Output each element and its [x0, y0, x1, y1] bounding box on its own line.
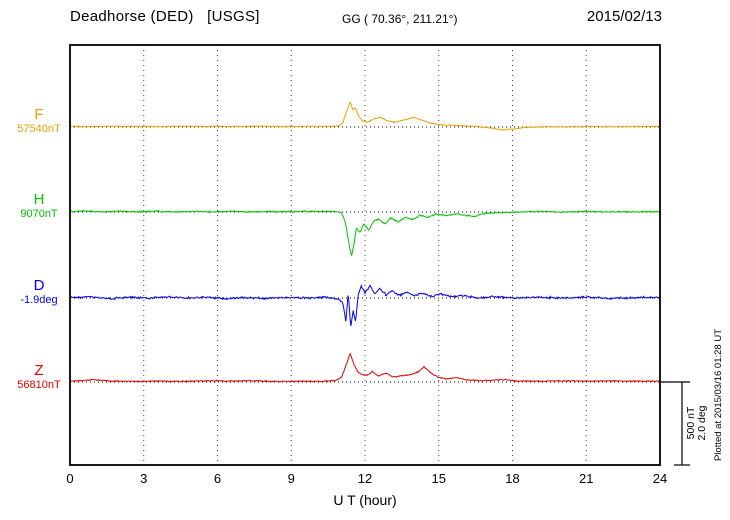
- plot-date: 2015/02/13: [586, 8, 662, 25]
- x-tick-label: 3: [140, 471, 148, 486]
- trace-letter-H: H: [33, 191, 45, 208]
- x-tick-label: 24: [652, 471, 668, 486]
- trace-label-Z: Z 56810nT: [8, 362, 70, 392]
- trace-F: [69, 100, 661, 131]
- trace-letter-F: F: [34, 106, 44, 123]
- x-tick-label: 9: [287, 471, 295, 486]
- trace-letter-D: D: [33, 277, 45, 294]
- trace-baseline-H: 9070nT: [20, 208, 58, 220]
- x-tick-label: 6: [213, 471, 222, 486]
- trace-baseline-F: 57540nT: [17, 123, 61, 135]
- x-tick-label: 21: [579, 471, 594, 486]
- plotted-at-note: Plotted at 2015/03/16 01:28 UT: [713, 329, 724, 461]
- x-axis-label: U T (hour): [333, 492, 397, 508]
- trace-label-D: D -1.9deg: [8, 277, 70, 307]
- trace-D: [69, 284, 660, 327]
- geo-coordinates: GG ( 70.36°, 211.21°): [342, 12, 458, 26]
- scalebar-nt-label: 500 nT: [685, 406, 697, 439]
- trace-label-H: H 9070nT: [8, 191, 70, 221]
- x-tick-label: 18: [505, 471, 520, 486]
- x-axis-ticks: 0 3 6 9 12 15 18 21 24: [0, 471, 730, 487]
- trace-Z: [69, 352, 661, 383]
- trace-lines: [69, 100, 661, 383]
- gridlines: [143, 45, 587, 465]
- trace-label-F: F 57540nT: [8, 106, 70, 136]
- trace-baseline-D: -1.9deg: [20, 294, 58, 306]
- trace-letter-Z: Z: [34, 362, 44, 379]
- x-tick-label: 12: [357, 471, 373, 486]
- trace-baseline-Z: 56810nT: [17, 379, 61, 391]
- trace-H: [69, 209, 661, 257]
- x-tick-label: 15: [431, 471, 446, 486]
- plot-frame: [69, 44, 661, 466]
- station-title: Deadhorse (DED) [USGS]: [70, 8, 260, 25]
- scalebar-deg-label: 2.0 deg: [696, 405, 708, 440]
- scale-bar: [661, 381, 690, 466]
- x-tick-label: 0: [66, 471, 74, 486]
